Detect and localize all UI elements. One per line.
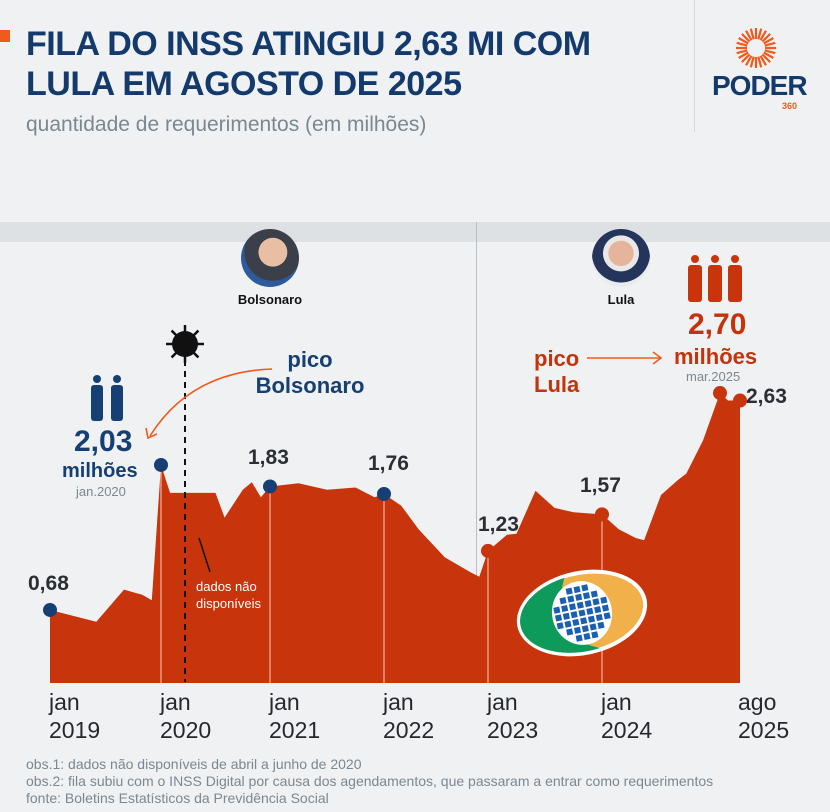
x-tick-month: jan <box>160 689 191 715</box>
x-tick-label: jan 2019 <box>49 688 100 744</box>
x-tick-month: jan <box>269 689 300 715</box>
x-tick-year: 2019 <box>49 717 101 743</box>
x-tick-month: jan <box>601 689 632 715</box>
x-tick-year: 2021 <box>269 717 321 743</box>
data-point <box>377 486 391 501</box>
label-line: pico <box>287 347 333 372</box>
data-label: 1,23 <box>478 512 519 536</box>
bolsonaro-peak-arrow <box>149 368 273 437</box>
data-point <box>481 543 495 558</box>
data-point <box>263 479 277 494</box>
x-tick-year: 2020 <box>160 717 212 743</box>
subtitle: quantidade de requerimentos (em milhões) <box>26 113 427 136</box>
lula-peak-unit: milhões <box>674 344 758 369</box>
header-divider <box>694 0 695 132</box>
accent-mark <box>0 30 10 42</box>
sun-logo-icon <box>736 28 776 68</box>
source-note: fonte: Boletins Estatísticos da Previdên… <box>26 790 329 806</box>
x-tick-label: jan 2022 <box>383 688 434 744</box>
people-icon <box>688 255 742 302</box>
missing-data-note: dados não disponíveis <box>196 578 261 612</box>
data-point <box>733 393 747 408</box>
x-tick-month: jan <box>487 689 518 715</box>
data-label: 2,63 <box>746 384 787 408</box>
label-line: Bolsonaro <box>255 373 365 398</box>
arrowhead-icon <box>652 351 663 365</box>
lula-peak-value: 2,70 <box>688 308 747 341</box>
x-tick-label: jan 2021 <box>269 688 320 744</box>
era-label-bolsonaro: Bolsonaro <box>237 292 303 307</box>
bolsonaro-avatar <box>241 229 299 287</box>
x-tick-year: 2022 <box>383 717 435 743</box>
footnote-obs2: obs.2: fila subiu com o INSS Digital por… <box>26 773 714 789</box>
data-point <box>713 386 727 401</box>
x-tick-month: jan <box>49 689 80 715</box>
x-tick-label: jan 2023 <box>487 688 538 744</box>
inss-logo <box>516 569 648 657</box>
bolsonaro-peak-date: jan.2020 <box>76 484 126 499</box>
bolsonaro-peak-unit: milhões <box>62 460 138 482</box>
area-series <box>50 393 740 683</box>
lula-peak-label: pico Lula <box>534 346 579 398</box>
x-tick-year: 2025 <box>738 717 790 743</box>
missing-data-pointer <box>198 537 211 573</box>
data-label: 1,83 <box>248 446 289 470</box>
data-label: 1,57 <box>580 474 621 498</box>
lula-peak-date: mar.2025 <box>686 369 741 384</box>
x-tick-year: 2023 <box>487 717 539 743</box>
lula-avatar <box>592 229 650 287</box>
x-tick-year: 2024 <box>601 717 653 743</box>
era-divider <box>476 222 477 682</box>
data-point <box>154 457 168 472</box>
logo-sub: 360 <box>782 101 798 111</box>
data-label: 1,76 <box>368 451 409 475</box>
data-point <box>43 602 57 617</box>
era-label-lula: Lula <box>607 292 635 307</box>
logo-text: PODER <box>712 70 808 101</box>
footnote-obs1: obs.1: dados não disponíveis de abril a … <box>26 756 362 772</box>
label-line: Lula <box>534 372 580 397</box>
bolsonaro-peak-value: 2,03 <box>74 425 133 458</box>
arrowhead-icon <box>145 427 158 440</box>
x-tick-month: ago <box>738 689 777 715</box>
label-line: disponíveis <box>196 596 262 611</box>
page-title: FILA DO INSS ATINGIU 2,63 MI COM LULA EM… <box>26 24 591 104</box>
x-tick-label: jan 2024 <box>601 688 652 744</box>
label-line: pico <box>534 346 580 371</box>
label-line: dados não <box>196 579 257 594</box>
people-icon <box>91 375 123 421</box>
title-line-1: FILA DO INSS ATINGIU 2,63 MI COM <box>26 25 591 63</box>
data-label: 0,68 <box>28 571 69 595</box>
data-point <box>595 507 609 522</box>
virus-icon <box>166 325 204 363</box>
x-tick-label: jan 2020 <box>160 688 211 744</box>
x-tick-label: ago 2025 <box>738 688 789 744</box>
title-line-2: LULA EM AGOSTO DE 2025 <box>26 65 462 103</box>
x-tick-month: jan <box>383 689 414 715</box>
bolsonaro-peak-label: pico Bolsonaro <box>254 347 366 399</box>
